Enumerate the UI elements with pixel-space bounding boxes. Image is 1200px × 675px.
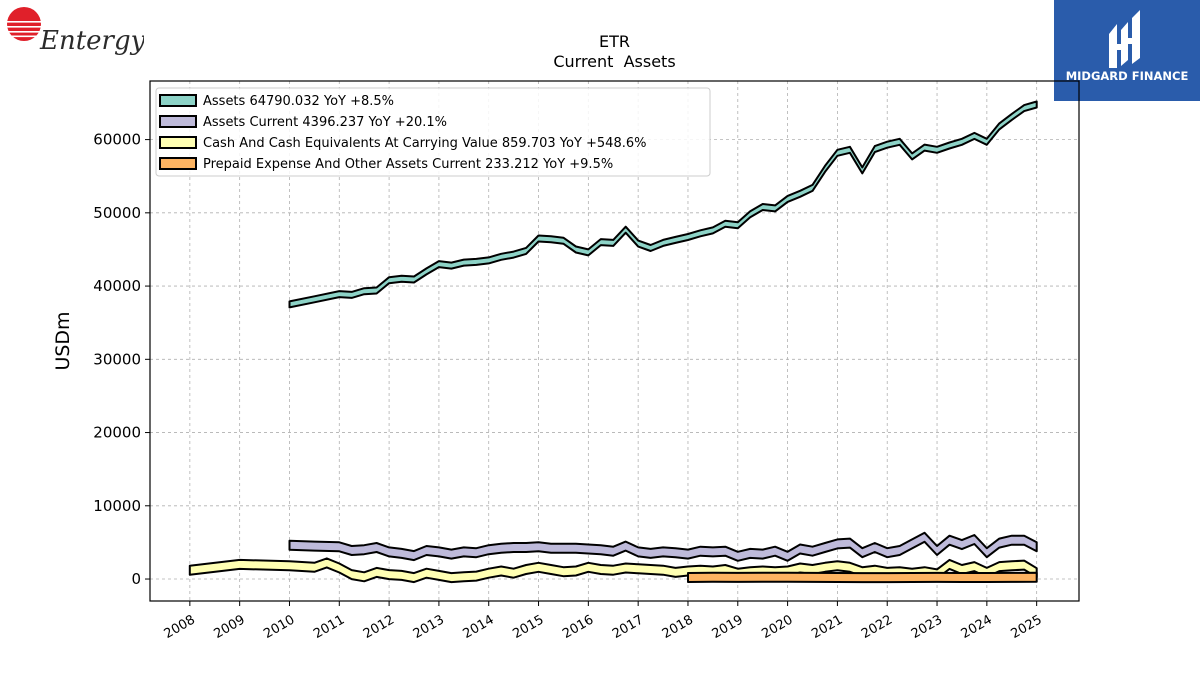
chart-title: ETR bbox=[599, 32, 630, 51]
entergy-sun-icon: Entergy bbox=[6, 7, 146, 56]
y-tick-label: 20000 bbox=[93, 424, 141, 442]
legend-swatch bbox=[159, 94, 197, 107]
x-tick-label: 2014 bbox=[461, 612, 497, 642]
x-tick-label: 2009 bbox=[212, 612, 248, 642]
x-tick-label: 2022 bbox=[859, 612, 895, 642]
x-tick-label: 2023 bbox=[909, 612, 945, 642]
entergy-logo-text: Entergy bbox=[39, 26, 144, 56]
y-tick-label: 10000 bbox=[93, 497, 141, 515]
legend: Assets 64790.032 YoY +8.5% Assets Current… bbox=[155, 87, 711, 177]
midgard-finance-logo: MIDGARD FINANCE bbox=[1054, 0, 1200, 101]
legend-label: Prepaid Expense And Other Assets Current… bbox=[203, 157, 613, 172]
chart-subtitle: Current Assets bbox=[553, 52, 675, 71]
x-tick-label: 2013 bbox=[411, 612, 447, 642]
grid-lines bbox=[150, 81, 1079, 601]
legend-swatch bbox=[159, 136, 197, 149]
x-tick-label: 2019 bbox=[710, 612, 746, 642]
x-tick-label: 2025 bbox=[1008, 612, 1044, 642]
legend-label: Assets 64790.032 YoY +8.5% bbox=[203, 94, 394, 109]
x-tick-label: 2011 bbox=[311, 612, 347, 642]
x-tick-label: 2015 bbox=[510, 612, 546, 642]
x-tick-label: 2010 bbox=[261, 612, 297, 642]
series-layer bbox=[188, 100, 1038, 584]
legend-box bbox=[155, 87, 711, 177]
legend-swatch bbox=[159, 115, 197, 128]
y-tick-label: 30000 bbox=[93, 350, 141, 368]
y-tick-label: 0 bbox=[131, 570, 141, 588]
entergy-logo: Entergy bbox=[4, 4, 146, 60]
x-tick-label: 2021 bbox=[809, 612, 845, 642]
x-tick-label: 2012 bbox=[361, 612, 397, 642]
legend-label: Cash And Cash Equivalents At Carrying Va… bbox=[203, 136, 646, 151]
x-tick-label: 2016 bbox=[560, 612, 596, 642]
series-band-0 bbox=[288, 100, 1038, 309]
series-band-1 bbox=[288, 531, 1038, 562]
x-tick-label: 2008 bbox=[162, 612, 198, 642]
plot-frame bbox=[149, 80, 1080, 602]
y-tick-label: 60000 bbox=[93, 131, 141, 149]
y-axis-label: USDm bbox=[52, 311, 74, 370]
x-tick-label: 2020 bbox=[759, 612, 795, 642]
midgard-logo-text: MIDGARD FINANCE bbox=[1066, 69, 1189, 83]
legend-label: Assets Current 4396.237 YoY +20.1% bbox=[203, 115, 447, 130]
x-tick-label: 2018 bbox=[660, 612, 696, 642]
y-tick-label: 40000 bbox=[93, 277, 141, 295]
y-tick-label: 50000 bbox=[93, 204, 141, 222]
series-band-3 bbox=[687, 571, 1038, 584]
legend-swatch bbox=[159, 157, 197, 170]
midgard-emblem-icon bbox=[1109, 10, 1140, 68]
x-tick-label: 2017 bbox=[610, 612, 646, 642]
x-tick-label: 2024 bbox=[959, 612, 995, 642]
